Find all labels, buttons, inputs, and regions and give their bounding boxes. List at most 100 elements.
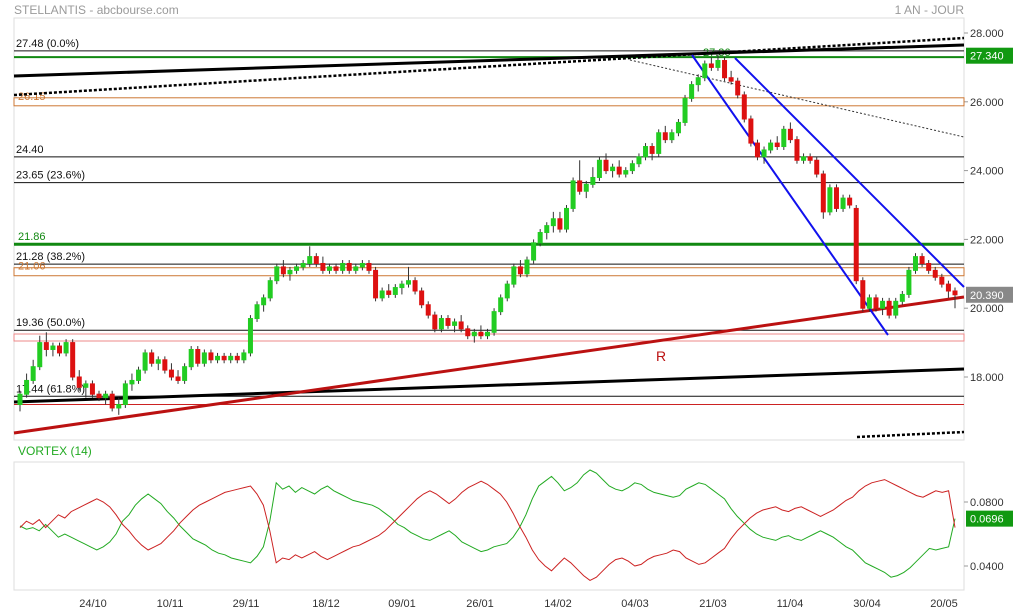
x-tick-label: 14/02: [544, 598, 572, 610]
indicator-y-tick-label: 0.0400: [970, 561, 1004, 573]
candle-body: [886, 300, 892, 316]
candle-body: [136, 369, 142, 381]
orange-level-band: [13, 97, 965, 107]
candle-body: [359, 262, 365, 268]
indicator-y-tick-label: 0.0800: [970, 497, 1004, 509]
candle-body: [280, 266, 286, 275]
candle-body: [537, 232, 543, 244]
candle-body: [379, 290, 385, 299]
candle-body: [129, 379, 135, 385]
resistance-price-tag: 27.340: [970, 51, 1004, 63]
candle-body: [853, 207, 859, 282]
candle-body: [116, 404, 122, 409]
candle-body: [405, 280, 411, 285]
candle-body: [741, 94, 747, 120]
candle-body: [531, 242, 537, 261]
candle-body: [702, 63, 708, 79]
candle-body: [840, 197, 846, 209]
candle-body: [675, 121, 681, 134]
candle-body: [695, 77, 701, 86]
candle-body: [57, 345, 63, 354]
chart-title: STELLANTIS - abcbourse.com: [14, 3, 179, 17]
candle-body: [524, 259, 530, 275]
candle-body: [320, 262, 326, 271]
vortex-series-line: [19, 469, 956, 578]
candle-body: [801, 156, 807, 161]
candle-body: [353, 266, 359, 271]
candle-body: [313, 256, 319, 264]
candle-body: [261, 297, 267, 306]
candle-body: [498, 297, 504, 313]
candle-body: [201, 352, 207, 364]
candle-body: [17, 393, 23, 406]
candle-body: [656, 132, 662, 154]
candle-body: [945, 283, 951, 292]
candle-body: [392, 287, 398, 295]
candle-body: [399, 283, 405, 289]
x-tick-label: 20/05: [930, 598, 958, 610]
last-price-tag: 20.390: [970, 290, 1004, 302]
trendline-r-label: R: [656, 348, 666, 364]
candle-body: [465, 328, 471, 337]
candle-body: [754, 142, 760, 158]
fib-level-label: 23.65 (23.6%): [16, 170, 85, 182]
candle-body: [833, 187, 839, 209]
candle-body: [419, 290, 425, 306]
candle-body: [722, 60, 728, 79]
candle-body: [919, 256, 925, 264]
candle-body: [669, 132, 675, 141]
candle-body: [386, 290, 392, 295]
candle-body: [807, 156, 813, 161]
price-panel: [13, 17, 965, 441]
y-tick-label: 26.000: [970, 97, 1004, 109]
candle-body: [241, 352, 247, 361]
x-tick-label: 21/03: [699, 598, 727, 610]
candle-body: [787, 128, 793, 141]
candle-body: [550, 218, 556, 227]
candle-body: [445, 318, 451, 326]
candle-body: [610, 166, 616, 172]
candle-body: [583, 183, 589, 192]
candle-body: [544, 225, 550, 234]
candle-body: [366, 262, 372, 271]
candle-body: [485, 331, 490, 337]
x-tick-label: 26/01: [466, 598, 494, 610]
candle-body: [76, 376, 82, 388]
candle-body: [432, 314, 438, 330]
candle-body: [926, 262, 932, 271]
candle-body: [208, 352, 214, 361]
candle-body: [649, 146, 655, 154]
candle-body: [155, 359, 161, 364]
fib-level-label: 24.40: [16, 144, 44, 156]
candle-body: [906, 269, 912, 295]
indicator-title: VORTEX (14): [18, 444, 92, 458]
candle-body: [761, 149, 767, 158]
candle-body: [103, 393, 109, 399]
candle-body: [596, 159, 602, 178]
y-tick-label: 18.000: [970, 372, 1004, 384]
candle-body: [215, 355, 221, 361]
candle-body: [557, 218, 563, 230]
indicator-panel: [13, 461, 965, 591]
candle-body: [274, 266, 280, 282]
candle-body: [912, 256, 918, 271]
candle-body: [899, 293, 905, 302]
candle-body: [893, 300, 899, 316]
upper-trendline: [13, 43, 965, 78]
candle-body: [708, 63, 714, 68]
channel-lower-line: [691, 54, 889, 336]
candle-body: [425, 304, 431, 316]
candle-body: [847, 197, 853, 206]
candle-body: [438, 318, 444, 330]
candle-body: [932, 269, 938, 278]
candle-body: [577, 180, 583, 192]
candle-body: [346, 262, 352, 271]
candle-body: [182, 366, 188, 381]
candle-body: [254, 304, 260, 320]
upper-dotted-trendline: [13, 36, 965, 97]
candle-body: [794, 139, 800, 161]
candle-body: [820, 173, 826, 213]
candle-body: [735, 80, 741, 96]
candle-body: [452, 321, 458, 326]
candle-body: [37, 342, 43, 368]
